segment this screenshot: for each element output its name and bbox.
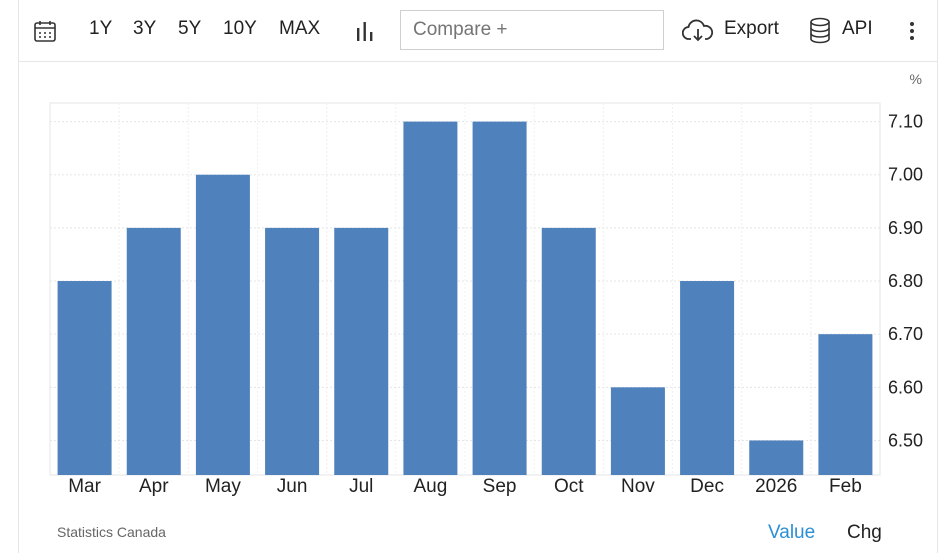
y-tick-label: 6.80 <box>888 271 923 291</box>
y-tick-label: 6.70 <box>888 324 923 344</box>
bar <box>541 227 596 475</box>
bar <box>334 227 389 475</box>
y-tick-label: 7.00 <box>888 165 923 185</box>
database-icon <box>810 17 830 44</box>
y-unit-label: % <box>910 71 922 87</box>
x-tick-label: Aug <box>414 476 448 497</box>
x-tick-label: Sep <box>483 476 517 497</box>
bar <box>126 227 181 475</box>
source-label: Statistics Canada <box>57 524 166 540</box>
compare-input[interactable] <box>400 10 664 50</box>
x-tick-label: 2026 <box>755 476 797 497</box>
x-tick-label: Dec <box>690 476 724 497</box>
tab-chg[interactable]: Chg <box>847 522 882 543</box>
x-tick-label: Feb <box>829 476 862 497</box>
more-options-icon[interactable] <box>906 20 918 42</box>
x-tick-label: Jun <box>277 476 308 497</box>
range-3y-button[interactable]: 3Y <box>133 18 157 39</box>
bar <box>610 387 665 475</box>
chart-type-icon[interactable] <box>356 20 374 42</box>
x-tick-label: Nov <box>621 476 655 497</box>
tab-value[interactable]: Value <box>768 522 816 543</box>
bar <box>680 281 735 475</box>
bar <box>195 174 250 475</box>
cloud-download-icon <box>682 19 714 42</box>
y-tick-label: 7.10 <box>888 112 923 132</box>
chart-frame <box>18 0 938 553</box>
bar <box>265 227 320 475</box>
x-tick-label: Jul <box>349 476 373 497</box>
toolbar: 1Y 3Y 5Y 10Y MAX Export API <box>18 0 938 62</box>
calendar-icon[interactable] <box>33 19 57 43</box>
x-tick-label: Oct <box>554 476 584 497</box>
api-label: API <box>842 18 873 39</box>
export-label: Export <box>724 18 779 39</box>
y-tick-label: 6.50 <box>888 430 923 450</box>
bar <box>57 281 112 475</box>
x-tick-label: May <box>205 476 241 497</box>
bar <box>403 121 458 475</box>
x-tick-label: Mar <box>68 476 101 497</box>
range-5y-button[interactable]: 5Y <box>178 18 202 39</box>
range-max-button[interactable]: MAX <box>279 18 321 39</box>
range-1y-button[interactable]: 1Y <box>89 18 113 39</box>
bar <box>472 121 527 475</box>
x-tick-label: Apr <box>139 476 169 497</box>
y-tick-label: 6.60 <box>888 377 923 397</box>
y-tick-label: 6.90 <box>888 218 923 238</box>
bar <box>818 334 873 475</box>
range-10y-button[interactable]: 10Y <box>223 18 257 39</box>
bar <box>749 440 804 475</box>
